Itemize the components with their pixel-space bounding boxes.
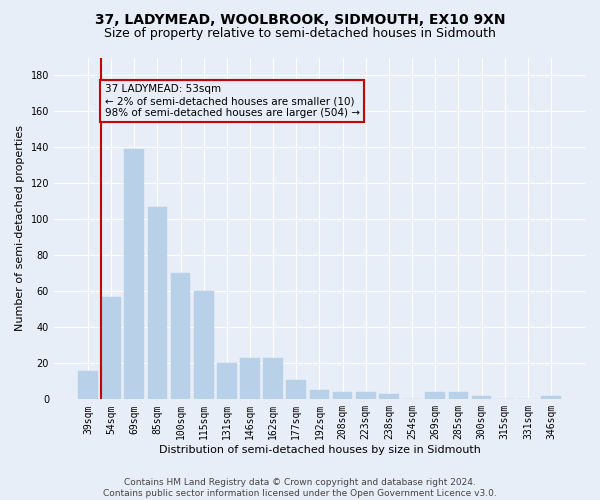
Bar (333, 392, 352, 400)
Bar (194, 292, 214, 400)
Bar (217, 364, 236, 400)
X-axis label: Distribution of semi-detached houses by size in Sidmouth: Distribution of semi-detached houses by … (158, 445, 481, 455)
Bar (263, 358, 283, 400)
Bar (310, 390, 329, 400)
Bar (356, 392, 376, 400)
Text: Size of property relative to semi-detached houses in Sidmouth: Size of property relative to semi-detach… (104, 28, 496, 40)
Text: Contains HM Land Registry data © Crown copyright and database right 2024.
Contai: Contains HM Land Registry data © Crown c… (103, 478, 497, 498)
Bar (170, 274, 190, 400)
Bar (286, 380, 306, 400)
Bar (541, 396, 561, 400)
Bar (148, 207, 167, 400)
Bar (101, 297, 121, 400)
Bar (124, 150, 144, 400)
Bar (379, 394, 399, 400)
Bar (425, 392, 445, 400)
Text: 37 LADYMEAD: 53sqm
← 2% of semi-detached houses are smaller (10)
98% of semi-det: 37 LADYMEAD: 53sqm ← 2% of semi-detached… (104, 84, 359, 117)
Bar (78, 370, 98, 400)
Bar (449, 392, 468, 400)
Bar (472, 396, 491, 400)
Bar (240, 358, 260, 400)
Text: 37, LADYMEAD, WOOLBROOK, SIDMOUTH, EX10 9XN: 37, LADYMEAD, WOOLBROOK, SIDMOUTH, EX10 … (95, 12, 505, 26)
Y-axis label: Number of semi-detached properties: Number of semi-detached properties (15, 126, 25, 332)
